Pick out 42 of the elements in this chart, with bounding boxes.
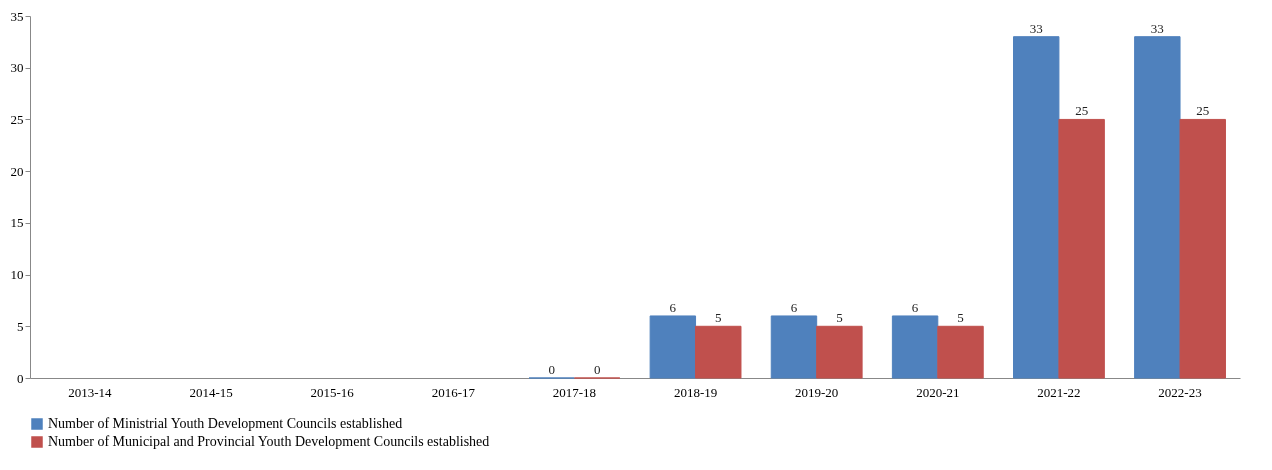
x-tick-label: 2014-15 xyxy=(189,384,233,400)
data-label: 6 xyxy=(911,299,919,315)
x-tick-label: 2017-18 xyxy=(552,384,597,400)
bar xyxy=(816,325,863,379)
bar xyxy=(695,325,742,379)
legend-label: Number of Ministrial Youth Development Councils established xyxy=(48,416,403,431)
legend-label: Number of Municipal and Provincial Youth Development Councils established xyxy=(48,434,490,449)
data-label: 0 xyxy=(548,362,555,377)
y-tick-label: 15 xyxy=(10,215,24,231)
bar xyxy=(1134,36,1181,379)
bar xyxy=(937,325,984,379)
bar xyxy=(1058,118,1105,379)
x-tick-label: 2022-23 xyxy=(1158,384,1202,400)
data-label: 5 xyxy=(715,310,722,326)
data-label: 0 xyxy=(593,362,601,377)
x-tick-label: 2016-17 xyxy=(431,384,476,400)
bar xyxy=(1179,118,1226,379)
data-label: 25 xyxy=(1075,103,1089,119)
y-tick-label: 30 xyxy=(10,60,24,76)
y-tick-label: 0 xyxy=(17,370,24,386)
bar xyxy=(1013,36,1060,379)
y-tick-label: 10 xyxy=(10,267,24,283)
x-tick-label: 2013-14 xyxy=(68,384,113,400)
x-tick-label: 2015-16 xyxy=(310,384,355,400)
bar xyxy=(891,315,939,379)
y-tick-label: 20 xyxy=(10,163,24,179)
data-label: 6 xyxy=(790,299,798,315)
bar xyxy=(649,315,697,379)
data-label: 5 xyxy=(836,310,843,326)
data-label: 33 xyxy=(1150,20,1164,36)
x-tick-label: 2019-20 xyxy=(795,384,839,400)
data-label: 25 xyxy=(1196,103,1210,119)
bar xyxy=(770,315,818,379)
x-tick-label: 2018-19 xyxy=(673,384,718,400)
y-tick-label: 35 xyxy=(10,8,24,24)
x-tick-label: 2021-22 xyxy=(1037,384,1081,400)
y-tick-label: 5 xyxy=(17,318,24,334)
x-tick-label: 2020-21 xyxy=(916,384,960,400)
data-label: 33 xyxy=(1029,20,1043,36)
data-label: 6 xyxy=(669,299,677,315)
y-tick-label: 25 xyxy=(10,111,24,127)
data-label: 5 xyxy=(957,310,964,326)
